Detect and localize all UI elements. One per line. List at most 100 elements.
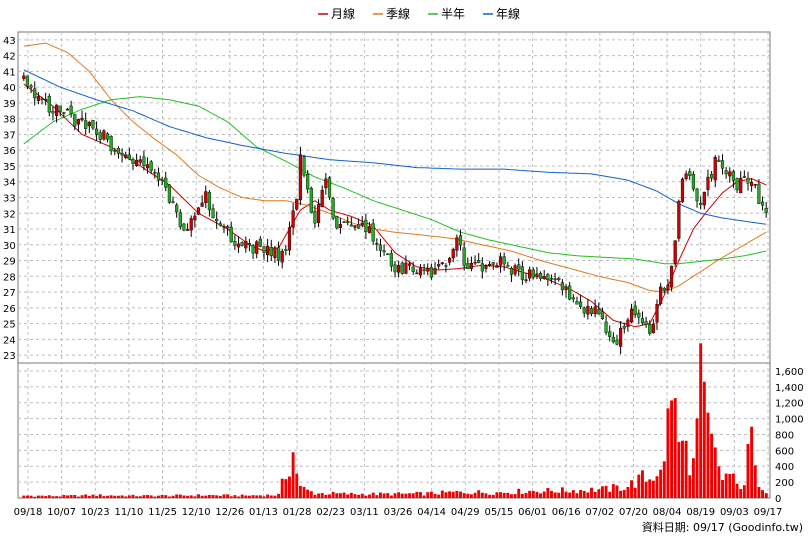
candle-185	[695, 187, 699, 208]
candle-126	[480, 257, 484, 279]
candle-127	[484, 264, 488, 273]
volume-bar-132	[502, 492, 506, 498]
volume-bar-83	[324, 494, 328, 498]
candle-119	[455, 234, 459, 257]
volume-bar-141	[535, 491, 539, 498]
price-tick-19: 42	[3, 52, 16, 63]
volume-bar-3	[33, 496, 37, 498]
candle-48	[196, 207, 201, 216]
volume-bar-67	[266, 494, 270, 498]
candle-201	[753, 183, 757, 189]
volume-bar-82	[320, 493, 324, 498]
volume-bar-200	[750, 426, 754, 498]
candle-23	[105, 132, 110, 143]
candle-42	[175, 202, 179, 218]
volume-bar-1	[26, 495, 29, 498]
volume-bar-158	[597, 489, 601, 498]
volume-bar-204	[764, 493, 768, 498]
candle-199	[746, 171, 750, 191]
candle-59	[236, 236, 241, 253]
volume-bar-15	[76, 496, 80, 498]
candle-162	[611, 332, 615, 344]
volume-bar-150	[568, 492, 572, 498]
volume-bar-201	[753, 465, 757, 498]
x-tick-7: 01/13	[249, 507, 278, 518]
candle-50	[204, 185, 208, 209]
candle-5	[40, 96, 44, 105]
volume-bar-28	[124, 496, 128, 498]
candle-28	[124, 151, 128, 160]
volume-bar-58	[233, 495, 237, 498]
volume-bar-56	[226, 494, 230, 498]
candle-204	[764, 202, 768, 218]
volume-bar-101	[389, 495, 393, 498]
candle-83	[324, 173, 328, 195]
candle-20	[95, 121, 99, 142]
volume-tick-6: 1,200	[775, 399, 804, 410]
x-tick-13: 04/29	[451, 507, 480, 518]
candle-168	[633, 300, 637, 318]
price-tick-14: 37	[3, 130, 16, 141]
volume-bar-44	[182, 495, 186, 498]
candle-68	[269, 239, 273, 261]
x-tick-6: 12/26	[215, 507, 244, 518]
candle-91	[353, 225, 357, 231]
volume-bar-197	[739, 489, 743, 498]
volume-bar-69	[273, 495, 277, 498]
candle-172	[648, 320, 652, 336]
candle-130	[495, 262, 499, 268]
candle-56	[226, 224, 230, 236]
candle-72	[284, 244, 288, 256]
candle-98	[378, 238, 383, 257]
candle-38	[160, 177, 164, 186]
volume-bar-104	[400, 493, 404, 498]
volume-bar-93	[360, 493, 364, 498]
x-tick-4: 11/25	[148, 507, 177, 518]
candle-3	[33, 81, 37, 106]
candle-97	[375, 238, 379, 251]
price-axis: 23 24 25 26 27 28 29 30 31 32 33 34 35 36 37 38 39 40 41 42…	[3, 36, 16, 362]
volume-bar-133	[506, 492, 510, 498]
candle-178	[669, 265, 674, 292]
volume-tick-2: 400	[775, 462, 794, 473]
volume-bar-80	[313, 494, 317, 498]
candle-84	[327, 176, 332, 200]
x-tick-14: 05/15	[484, 507, 513, 518]
volume-bar-36	[153, 496, 157, 498]
candle-62	[247, 238, 252, 252]
candle-78	[306, 169, 310, 194]
volume-bar-202	[757, 486, 761, 498]
candle-2	[29, 83, 33, 94]
candle-158	[597, 302, 601, 315]
candle-77	[302, 155, 306, 178]
volume-axis: 0 200 400 600 800 1,000 1,200 1,400 1,600	[775, 367, 804, 505]
volume-bar-9	[55, 496, 59, 498]
candle-70	[276, 241, 281, 266]
x-tick-12: 04/14	[417, 507, 446, 518]
volume-bar-143	[542, 491, 546, 498]
candle-118	[451, 247, 455, 263]
candle-159	[600, 307, 605, 320]
price-tick-18: 41	[3, 67, 16, 78]
price-tick-12: 35	[3, 162, 16, 173]
volume-bar-54	[218, 495, 222, 498]
candle-57	[229, 221, 233, 243]
candles	[22, 72, 768, 355]
volume-bar-172	[648, 479, 652, 498]
volume-bar-70	[277, 493, 281, 498]
volume-bar-98	[378, 492, 382, 498]
volume-bar-126	[480, 492, 484, 498]
candle-58	[233, 235, 237, 251]
volume-bar-79	[309, 491, 313, 498]
volume-bar-168	[633, 487, 637, 498]
candle-165	[622, 322, 626, 334]
ma-line-ma_half	[23, 96, 767, 265]
candle-181	[680, 177, 685, 203]
volume-bar-157	[593, 491, 597, 498]
candle-76	[298, 146, 302, 206]
price-tick-5: 28	[3, 272, 16, 283]
volume-bar-123	[469, 494, 473, 498]
candle-16	[80, 110, 84, 122]
candle-153	[579, 294, 583, 310]
volume-bar-114	[437, 494, 441, 498]
